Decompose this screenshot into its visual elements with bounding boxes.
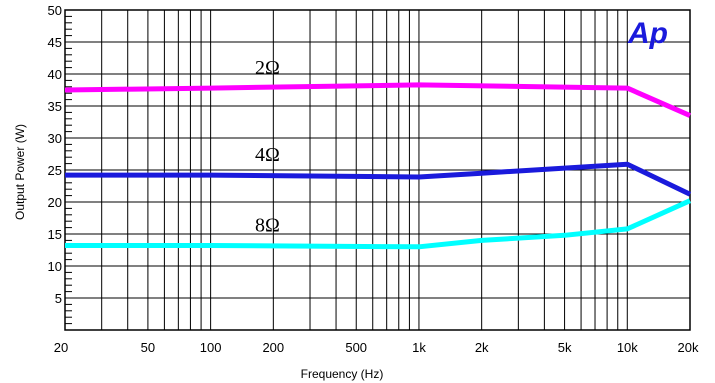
x-tick-label: 1k: [412, 340, 426, 355]
series-label-1: 4Ω: [255, 144, 280, 166]
ap-logo-text: Ap: [627, 17, 668, 50]
x-axis-label: Frequency (Hz): [301, 367, 384, 381]
y-tick-label: 50: [48, 3, 62, 18]
y-tick-label: 25: [48, 163, 62, 178]
series-labels: 2Ω 4Ω 8Ω: [255, 57, 280, 236]
series-label-0: 2Ω: [255, 57, 280, 79]
x-tick-label: 20k: [678, 340, 699, 355]
y-tick-label: 35: [48, 99, 62, 114]
x-tick-labels: 20 50 100 200 500 1k 2k 5k 10k 20k: [54, 340, 699, 355]
series-line-1: [65, 161, 692, 197]
x-tick-label: 500: [345, 340, 367, 355]
y-tick-label: 45: [48, 35, 62, 50]
x-tick-label: 2k: [475, 340, 489, 355]
y-axis-label: Output Power (W): [13, 124, 27, 220]
x-tick-label: 100: [200, 340, 222, 355]
y-tick-label: 40: [48, 67, 62, 82]
series-label-2: 8Ω: [255, 215, 280, 237]
y-tick-label: 20: [48, 195, 62, 210]
series-lines: [64, 82, 692, 250]
y-tick-labels: 5 10 15 20 25 30 35 40 45 50: [48, 3, 62, 306]
series-line-0: [64, 82, 692, 118]
x-tick-label: 20: [54, 340, 68, 355]
chart-grid: [64, 9, 691, 331]
y-tick-label: 10: [48, 259, 62, 274]
plot-frame: [64, 9, 691, 331]
ap-logo: Ap: [627, 17, 668, 50]
x-tick-label: 5k: [558, 340, 572, 355]
x-tick-label: 200: [262, 340, 284, 355]
series-line-2: [65, 198, 692, 250]
y-tick-label: 30: [48, 131, 62, 146]
x-tick-label: 50: [141, 340, 155, 355]
y-tick-label: 15: [48, 227, 62, 242]
x-tick-label: 10k: [617, 340, 638, 355]
y-tick-label: 5: [55, 291, 62, 306]
